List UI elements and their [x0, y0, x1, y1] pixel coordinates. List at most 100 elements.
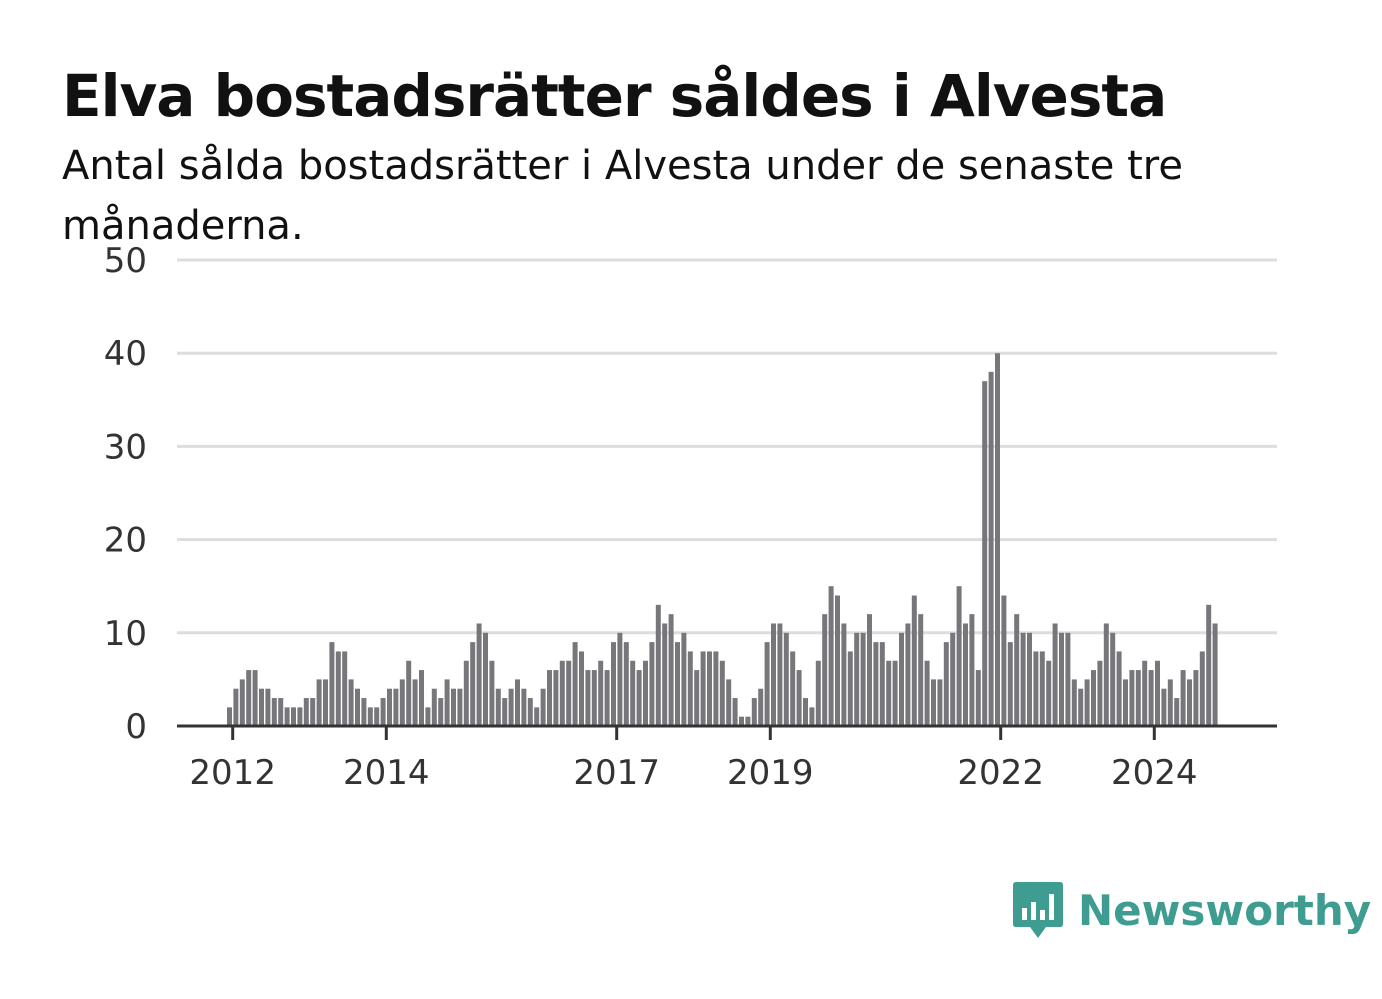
bar: [1167, 679, 1173, 726]
bar: [623, 642, 629, 726]
bar: [406, 660, 412, 726]
bar: [547, 670, 552, 726]
bar: [1110, 632, 1116, 726]
bar: [540, 688, 546, 726]
bar-chart-speech-bubble-icon: [1013, 882, 1063, 938]
bar: [790, 651, 796, 726]
bar: [630, 660, 636, 726]
bar: [598, 660, 604, 726]
bar: [1116, 651, 1122, 726]
bar: [425, 707, 431, 726]
bar: [348, 679, 354, 726]
bar: [835, 595, 840, 726]
bar: [1212, 623, 1218, 726]
bar: [739, 716, 744, 726]
gridlines: [177, 258, 1277, 635]
bar: [591, 670, 597, 726]
bar: [956, 586, 962, 726]
bar: [463, 660, 469, 726]
bar: [1180, 670, 1186, 726]
bar: [553, 670, 559, 726]
bar: [246, 670, 252, 726]
bar: [367, 707, 373, 726]
bar: [1123, 679, 1128, 726]
bar: [284, 707, 290, 726]
bar: [1039, 651, 1045, 726]
bar: [1059, 632, 1064, 726]
y-tick-label: 10: [104, 614, 147, 654]
newsworthy-logo: Newsworthy: [1012, 878, 1371, 942]
y-tick-label: 40: [104, 334, 147, 374]
bar: [905, 623, 911, 726]
bar: [681, 632, 687, 726]
bar: [892, 660, 898, 726]
bar: [1046, 660, 1052, 726]
bar: [860, 632, 866, 726]
bar: [700, 651, 706, 726]
bar: [508, 688, 514, 726]
bar: [419, 670, 424, 726]
bar: [1161, 688, 1167, 726]
bar: [380, 698, 386, 726]
bar: [534, 707, 540, 726]
bar: [495, 688, 501, 726]
bar: [649, 642, 655, 726]
bar: [259, 688, 264, 726]
bar: [732, 698, 738, 726]
bar: [559, 660, 565, 726]
bar: [431, 688, 437, 726]
bar: [1052, 623, 1058, 726]
bar: [783, 632, 789, 726]
x-tick-label: 2014: [343, 753, 430, 793]
bar: [969, 614, 975, 726]
bar: [303, 698, 309, 726]
bar: [764, 642, 770, 726]
x-tick-label: 2019: [727, 753, 814, 793]
bar: [963, 623, 968, 726]
bar: [687, 651, 693, 726]
bar: [1199, 651, 1205, 726]
y-tick-label: 30: [104, 427, 147, 467]
bar: [745, 716, 751, 726]
bar: [636, 670, 642, 726]
bar: [982, 381, 988, 726]
bar: [239, 679, 245, 726]
bar: [374, 707, 380, 726]
x-tick-label: 2022: [957, 753, 1044, 793]
bar: [1033, 651, 1039, 726]
bar: [707, 651, 712, 726]
bar: [713, 651, 719, 726]
y-tick-label: 20: [104, 521, 147, 561]
bar: [393, 688, 399, 726]
bar: [323, 679, 328, 726]
bar: [515, 679, 520, 726]
highlight-data-label: 11: [1197, 0, 1245, 9]
bar: [355, 688, 360, 726]
bar: [1097, 660, 1103, 726]
bar: [476, 623, 482, 726]
bar: [879, 642, 885, 726]
bar: [521, 688, 527, 726]
bar: [233, 688, 239, 726]
bar: [399, 679, 405, 726]
data-labels: 11: [1197, 0, 1245, 9]
bar: [1020, 632, 1026, 726]
bar: [771, 623, 776, 726]
y-tick-label: 0: [125, 707, 147, 747]
bar: [617, 632, 623, 726]
bar: [1027, 632, 1032, 726]
x-tick-label: 2012: [189, 753, 276, 793]
bar: [911, 595, 917, 726]
bar: [1078, 688, 1084, 726]
bar: [1084, 679, 1090, 726]
bar: [265, 688, 271, 726]
bar: [694, 670, 700, 726]
bar: [489, 660, 495, 726]
bar: [1206, 604, 1212, 726]
bar: [841, 623, 847, 726]
bar: [361, 698, 367, 726]
bar: [527, 698, 533, 726]
bar: [828, 586, 834, 726]
bar: [675, 642, 680, 726]
